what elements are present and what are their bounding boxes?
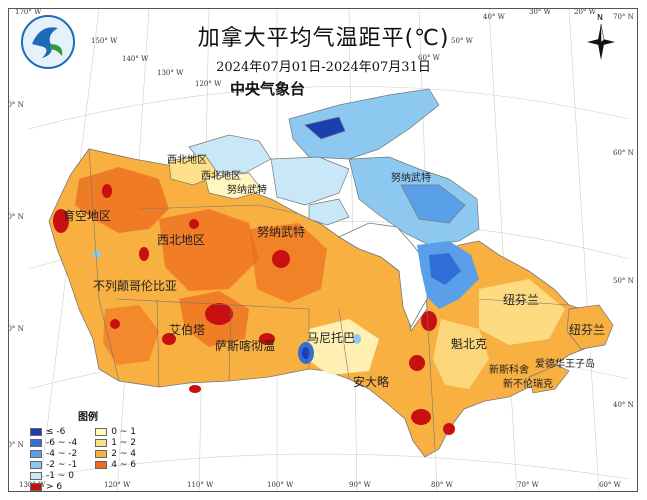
- lat-label: 60° N: [8, 213, 24, 221]
- temperature-anomaly-map: [28, 9, 630, 491]
- lon-label: 30° W: [529, 8, 551, 16]
- legend-item: -1 ~ 0: [30, 470, 77, 481]
- legend-swatch: [95, 449, 108, 458]
- lon-label: 50° W: [451, 37, 473, 45]
- legend-swatch: [95, 427, 108, 436]
- legend-item: -6 ~ -4: [30, 437, 77, 448]
- region-nwt-island: 西北地区: [201, 171, 241, 182]
- north-arrow-icon: [587, 23, 615, 60]
- agency-name: 中央气象台: [230, 80, 306, 98]
- lon-label: 60° W: [599, 481, 621, 489]
- legend-item: 4 ~ 6: [95, 459, 136, 470]
- lon-label: 120° W: [195, 80, 222, 88]
- region-pei: 爱德华王子岛: [535, 359, 595, 370]
- lon-label: 40° W: [483, 13, 505, 21]
- legend-title: 图例: [78, 412, 98, 423]
- lon-label: 110° W: [187, 481, 214, 489]
- region-manitoba: 马尼托巴: [307, 331, 356, 345]
- province-borders: [88, 148, 570, 450]
- legend-swatch: [95, 438, 108, 447]
- lon-label: 90° W: [349, 481, 371, 489]
- legend-swatch: [30, 471, 42, 480]
- region-ontario: 安大略: [353, 375, 390, 389]
- legend-swatch: [30, 427, 42, 436]
- lon-label: 120° W: [104, 481, 131, 489]
- legend-label: 1 ~ 2: [111, 437, 136, 448]
- lat-label: 50° N: [8, 325, 24, 333]
- legend-label: -4 ~ -2: [46, 448, 78, 459]
- legend-swatch: [30, 482, 42, 491]
- region-nunavut-island: 努纳武特: [391, 173, 431, 184]
- legend-swatch: [95, 460, 108, 469]
- lon-label: 80° W: [431, 481, 453, 489]
- region-yukon: 育空地区: [63, 209, 112, 223]
- legend-label: ≤ -6: [46, 426, 66, 437]
- arctic-archipelago: [168, 88, 480, 246]
- legend-item: 1 ~ 2: [95, 437, 136, 448]
- region-nunavut-upper: 努纳武特: [227, 185, 267, 196]
- legend-swatch: [30, 449, 42, 458]
- region-nwt-upper: 西北地区: [167, 155, 207, 166]
- lon-label: 140° W: [122, 55, 149, 63]
- lon-label: 70° W: [517, 481, 539, 489]
- date-range: 2024年07月01日-2024年07月31日: [216, 60, 431, 75]
- legend-label: -2 ~ -1: [46, 459, 78, 470]
- lat-label: 40° N: [613, 401, 634, 409]
- lon-label: 20° W: [574, 8, 596, 16]
- quebec-cold-core: [429, 253, 461, 285]
- lat-label: 40° N: [8, 441, 24, 449]
- legend-swatch: [30, 460, 42, 469]
- legend-item: > 6: [30, 481, 77, 492]
- legend-item: 2 ~ 4: [95, 448, 136, 459]
- legend-label: 2 ~ 4: [111, 448, 136, 459]
- region-nwt-main: 西北地区: [157, 233, 206, 247]
- region-saskatchewan: 萨斯喀彻温: [215, 339, 276, 353]
- region-bc: 不列颠哥伦比亚: [93, 279, 178, 293]
- region-alberta: 艾伯塔: [169, 323, 206, 337]
- legend-item: -2 ~ -1: [30, 459, 77, 470]
- legend-item: ≤ -6: [30, 426, 77, 437]
- region-newfoundland-island: 纽芬兰: [569, 323, 606, 337]
- newfoundland-island: [566, 304, 614, 350]
- anomaly-shading: [53, 167, 596, 435]
- lon-label: 100° W: [267, 481, 294, 489]
- region-nunavut-main: 努纳武特: [257, 225, 306, 239]
- nova-scotia-land: [528, 364, 570, 394]
- lat-label: 50° N: [613, 277, 634, 285]
- legend-label: -1 ~ 0: [46, 470, 74, 481]
- lon-label: 110° W: [231, 87, 258, 95]
- hudson-bay: [338, 222, 430, 328]
- legend-item: 0 ~ 1: [95, 426, 136, 437]
- cma-logo-icon: [21, 15, 75, 69]
- lat-label: 70° N: [613, 13, 634, 21]
- lon-label: 60° W: [418, 54, 440, 62]
- lon-label: 130° W: [157, 69, 184, 77]
- legend-column-warm: 0 ~ 1 1 ~ 2 2 ~ 4 4 ~ 6: [95, 426, 136, 492]
- lat-label: 70° N: [8, 101, 24, 109]
- legend-item: -4 ~ -2: [30, 448, 77, 459]
- map-title: 加拿大平均气温距平(℃): [197, 26, 450, 51]
- legend-label: 0 ~ 1: [111, 426, 136, 437]
- map-frame: 170° W 150° W 140° W 130° W 120° W 110° …: [8, 8, 638, 492]
- lon-label: 150° W: [91, 37, 118, 45]
- legend-label: -6 ~ -4: [46, 437, 78, 448]
- region-newfoundland-main: 纽芬兰: [503, 293, 540, 307]
- legend-label: 4 ~ 6: [111, 459, 136, 470]
- compass-rose: N: [585, 13, 617, 62]
- compass-north-label: N: [597, 13, 603, 22]
- legend: 图例 ≤ -6 -6 ~ -4 -4 ~ -2 -2 ~ -1 -1 ~ 0 >…: [30, 408, 136, 492]
- lon-label: 170° W: [15, 8, 42, 16]
- legend-column-cold: ≤ -6 -6 ~ -4 -4 ~ -2 -2 ~ -1 -1 ~ 0 > 6: [30, 426, 77, 492]
- legend-label: > 6: [46, 481, 63, 492]
- region-quebec: 魁北克: [451, 337, 488, 351]
- region-new-brunswick: 新不伦瑞克: [503, 379, 553, 390]
- lat-label: 60° N: [613, 149, 634, 157]
- region-nova-scotia: 新斯科舍: [489, 365, 529, 376]
- legend-swatch: [30, 438, 42, 447]
